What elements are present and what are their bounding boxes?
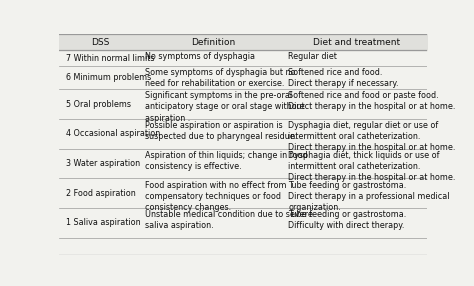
Text: Softened rice and food or paste food.
Direct therapy in the hospital or at home.: Softened rice and food or paste food. Di… [288,91,456,112]
Text: No symptoms of dysphagia: No symptoms of dysphagia [145,52,255,61]
Text: Unstable medical condition due to severe
saliva aspiration.: Unstable medical condition due to severe… [145,210,313,231]
Text: Significant symptoms in the pre-oral
anticipatory stage or oral stage without
as: Significant symptoms in the pre-oral ant… [145,91,305,123]
Text: Softened rice and food.
Direct therapy if necessary.: Softened rice and food. Direct therapy i… [288,68,399,88]
Text: Tube feeding or gastrostoma.
Difficulty with direct therapy.: Tube feeding or gastrostoma. Difficulty … [288,210,406,231]
Text: 3 Water aspiration: 3 Water aspiration [66,159,140,168]
Text: 4 Occasional aspiration: 4 Occasional aspiration [66,129,160,138]
Text: Some symptoms of dysphagia but no
need for rehabilitation or exercise.: Some symptoms of dysphagia but no need f… [145,68,295,88]
Text: 5 Oral problems: 5 Oral problems [66,100,131,108]
Text: 6 Minimum problems: 6 Minimum problems [66,73,151,82]
Text: DSS: DSS [91,38,110,47]
Text: 2 Food aspiration: 2 Food aspiration [66,189,136,198]
Text: Dysphagia diet, thick liquids or use of
intermittent oral catheterization.
Direc: Dysphagia diet, thick liquids or use of … [288,151,456,182]
Text: Diet and treatment: Diet and treatment [312,38,400,47]
Text: 1 Saliva aspiration: 1 Saliva aspiration [66,219,140,227]
Text: Possible aspiration or aspiration is
suspected due to pharyngeal residue.: Possible aspiration or aspiration is sus… [145,121,297,141]
Text: Food aspiration with no effect from
compensatory techniques or food
consistency : Food aspiration with no effect from comp… [145,180,286,212]
Text: Dysphagia diet, regular diet or use of
intermittent oral catheterization.
Direct: Dysphagia diet, regular diet or use of i… [288,121,456,152]
Text: 7 Within normal limits: 7 Within normal limits [66,53,155,63]
Text: Tube feeding or gastrostoma.
Direct therapy in a professional medical
organizati: Tube feeding or gastrostoma. Direct ther… [288,180,450,212]
Text: Aspiration of thin liquids; change in food
consistency is effective.: Aspiration of thin liquids; change in fo… [145,151,308,171]
Text: Definition: Definition [191,38,236,47]
Text: Regular diet: Regular diet [288,52,337,61]
